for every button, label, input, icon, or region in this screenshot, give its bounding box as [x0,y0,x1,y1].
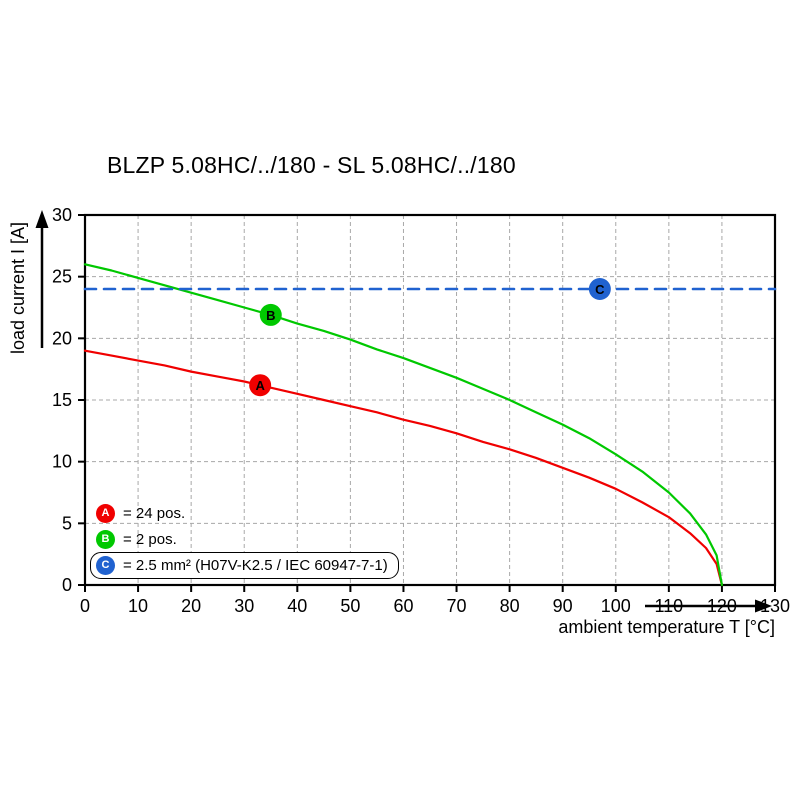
legend-marker-c-icon: C [96,556,115,575]
x-tick-label: 30 [234,596,254,616]
legend-label-b: = 2 pos. [123,530,177,548]
y-tick-label: 10 [52,452,72,472]
legend-label-c: = 2.5 mm² (H07V-K2.5 / IEC 60947-7-1) [123,557,388,574]
chart-legend: A = 24 pos. B = 2 pos. C = 2.5 mm² (H07V… [90,500,399,579]
marker-a [249,374,272,397]
y-tick-label: 0 [62,575,72,595]
x-tick-label: 130 [760,596,790,616]
legend-marker-b-icon: B [96,529,115,549]
y-tick-label: 30 [52,205,72,225]
x-tick-label: 0 [80,596,90,616]
x-tick-label: 20 [181,596,201,616]
y-tick-label: 25 [52,267,72,287]
marker-label-b: B [266,308,275,323]
marker-c [588,278,611,300]
y-tick-label: 20 [52,328,72,348]
x-tick-label: 100 [601,596,631,616]
legend-item-a: A = 24 pos. [96,500,399,526]
x-tick-label: 10 [128,596,148,616]
x-tick-label: 50 [340,596,360,616]
x-axis-arrowhead-icon [755,599,772,613]
x-tick-label: 70 [447,596,467,616]
marker-label-a: A [255,378,265,393]
legend-item-c: C = 2.5 mm² (H07V-K2.5 / IEC 60947-7-1) [90,552,399,579]
marker-label-c: C [595,282,605,297]
legend-item-b: B = 2 pos. [96,526,399,552]
y-tick-label: 5 [62,513,72,533]
y-axis-arrowhead-icon [35,210,49,228]
x-tick-label: 80 [500,596,520,616]
legend-marker-a-icon: A [96,503,115,523]
x-tick-label: 40 [287,596,307,616]
x-tick-label: 60 [393,596,413,616]
marker-b [259,303,282,326]
x-tick-label: 90 [553,596,573,616]
y-tick-label: 15 [52,390,72,410]
legend-label-a: = 24 pos. [123,504,186,522]
x-axis-label: ambient temperature T [°C] [558,617,775,637]
curve-b [83,263,724,587]
chart-title: BLZP 5.08HC/../180 - SL 5.08HC/../180 [107,152,516,178]
curve-a [83,349,724,587]
